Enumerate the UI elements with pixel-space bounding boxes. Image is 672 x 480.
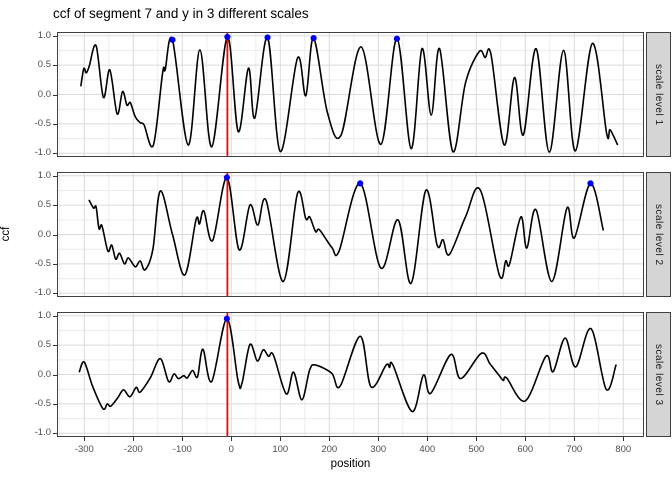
x-tick-mark (525, 437, 527, 441)
y-tick-label: -1.0 (34, 287, 51, 299)
y-tick-label: -1.0 (34, 427, 51, 439)
y-tick-label: -0.5 (34, 397, 51, 409)
facet-panel-scale-level-1 (57, 32, 644, 157)
facet-panel-scale-level-3 (57, 312, 644, 437)
peak-marker (223, 315, 230, 322)
y-tick-mark (53, 433, 57, 435)
ccf-line (80, 36, 619, 153)
x-tick-mark (476, 437, 478, 441)
x-tick-label: 600 (517, 444, 534, 455)
x-tick-mark (231, 437, 233, 441)
x-tick-mark (280, 437, 282, 441)
x-tick-mark (427, 437, 429, 441)
y-tick-mark (53, 315, 57, 317)
facet-strip-scale-level-1: scale level 1 (646, 32, 671, 157)
facet-plot-area (58, 313, 643, 436)
facet-strip-scale-level-3: scale level 3 (646, 312, 671, 437)
facet-strip-label: scale level 1 (653, 63, 664, 126)
y-tick-label: 0.5 (37, 59, 51, 71)
x-tick-label: -200 (123, 444, 143, 455)
peak-marker (393, 35, 401, 42)
x-tick-label: 100 (272, 444, 289, 455)
x-tick-label: 700 (566, 444, 583, 455)
peak-marker (587, 180, 594, 187)
y-tick-mark (53, 94, 57, 96)
facet-strip-label: scale level 3 (653, 343, 664, 406)
facet-panel-scale-level-2 (57, 172, 644, 297)
x-tick-mark (133, 437, 135, 441)
y-tick-label: -0.5 (34, 257, 51, 269)
y-tick-mark (53, 293, 57, 295)
facet-plot-area (58, 173, 643, 296)
y-tick-mark (53, 153, 57, 155)
peak-marker (224, 33, 231, 41)
facet-strip-label: scale level 2 (653, 203, 664, 266)
peak-marker (310, 35, 317, 42)
x-tick-mark (84, 437, 86, 441)
facet-plot-area (58, 33, 643, 156)
y-tick-mark (53, 175, 57, 177)
x-tick-label: 800 (615, 444, 632, 455)
y-tick-label: 1.0 (37, 309, 51, 321)
y-tick-mark (53, 374, 57, 376)
x-tick-mark (378, 437, 380, 441)
y-tick-mark (53, 345, 57, 347)
peak-marker (223, 174, 230, 181)
x-tick-label: 400 (419, 444, 436, 455)
x-tick-mark (574, 437, 576, 441)
y-tick-mark (53, 65, 57, 67)
x-axis-title: position (330, 458, 371, 470)
y-tick-label: 1.0 (37, 29, 51, 41)
y-tick-label: 0.5 (37, 339, 51, 351)
y-tick-mark (53, 263, 57, 265)
peak-marker (357, 180, 364, 187)
x-tick-label: 300 (370, 444, 387, 455)
ccf-line (78, 317, 617, 413)
y-tick-label: 0.0 (37, 88, 51, 100)
y-tick-mark (53, 123, 57, 125)
x-tick-label: -100 (172, 444, 192, 455)
y-tick-mark (53, 234, 57, 236)
x-tick-mark (329, 437, 331, 441)
y-axis-title: ccf (0, 226, 12, 242)
x-tick-mark (182, 437, 184, 441)
y-tick-label: 0.5 (37, 199, 51, 211)
y-tick-mark (53, 35, 57, 37)
y-tick-label: -1.0 (34, 147, 51, 159)
x-tick-label: 0 (228, 444, 234, 455)
facet-strip-scale-level-2: scale level 2 (646, 172, 671, 297)
chart-title: ccf of segment 7 and y in 3 different sc… (53, 6, 309, 21)
ccf-line (88, 176, 604, 285)
peak-marker (264, 34, 271, 41)
y-tick-mark (53, 205, 57, 207)
y-tick-label: 0.0 (37, 228, 51, 240)
y-tick-mark (53, 403, 57, 405)
x-tick-label: -300 (74, 444, 94, 455)
y-tick-label: 0.0 (37, 368, 51, 380)
x-tick-label: 200 (321, 444, 338, 455)
y-tick-label: 1.0 (37, 169, 51, 181)
x-tick-mark (623, 437, 625, 441)
x-tick-label: 500 (468, 444, 485, 455)
peak-marker (169, 36, 176, 43)
y-tick-label: -0.5 (34, 117, 51, 129)
